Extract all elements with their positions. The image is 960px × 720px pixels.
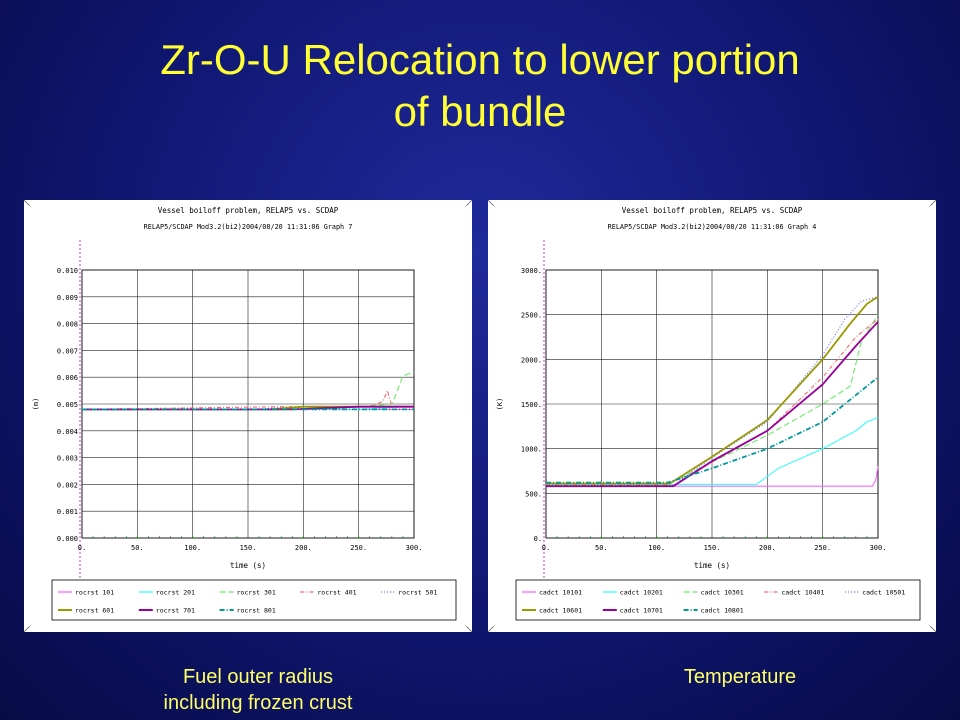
temperature-caption: Temperature — [683, 666, 797, 688]
radius-caption-line-2: including frozen crust — [163, 692, 353, 714]
y-tick-label: 0.006 — [57, 374, 78, 382]
legend-label: rocrst 101 — [75, 589, 114, 597]
corner-mark — [929, 625, 936, 632]
temperature-chart-panel: Vessel boiloff problem, RELAP5 vs. SCDAP… — [488, 200, 936, 632]
y-tick-label: 0.005 — [57, 401, 78, 409]
legend-box — [515, 579, 921, 621]
plot-frame — [81, 269, 415, 539]
legend-label: cadct 10601 — [539, 607, 582, 615]
y-tick-label: 1000. — [521, 446, 542, 454]
y-tick-label: 0.007 — [57, 347, 78, 355]
y-tick-label: 0.009 — [57, 294, 78, 302]
radius-caption: Fuel outer radius including frozen crust — [98, 664, 418, 716]
y-tick-label: 0. — [534, 535, 542, 543]
corner-mark — [929, 200, 936, 207]
legend-label: rocrst 701 — [156, 607, 195, 615]
corner-mark — [24, 200, 31, 207]
y-tick-label: 0.002 — [57, 481, 78, 489]
plot-frame — [545, 269, 879, 539]
x-tick-label: 250. — [814, 544, 831, 552]
corner-mark — [24, 625, 31, 632]
x-axis-label: time (s) — [694, 561, 730, 570]
chart-title: Vessel boiloff problem, RELAP5 vs. SCDAP — [158, 206, 339, 215]
y-axis-label: (m) — [32, 398, 40, 411]
x-axis-label: time (s) — [230, 561, 266, 570]
legend-label: rocrst 201 — [156, 589, 195, 597]
y-tick-label: 2500. — [521, 312, 542, 320]
legend-label: cadct 10501 — [862, 589, 905, 597]
legend-label: cadct 10101 — [539, 589, 582, 597]
y-tick-label: 0.010 — [57, 267, 78, 275]
x-tick-label: 0. — [542, 544, 550, 552]
y-tick-label: 0.008 — [57, 321, 78, 329]
series-line-4 — [546, 296, 879, 486]
chart-subtitle: RELAP5/SCDAP Mod3.2(bi2)2004/08/20 11:31… — [608, 223, 817, 231]
x-tick-label: 200. — [759, 544, 776, 552]
legend-label: rocrst 301 — [237, 589, 276, 597]
y-tick-label: 3000. — [521, 267, 542, 275]
legend-label: rocrst 801 — [237, 607, 276, 615]
series-line-1 — [546, 416, 879, 485]
y-tick-label: 0.001 — [57, 508, 78, 516]
radius-chart-panel: Vessel boiloff problem, RELAP5 vs. SCDAP… — [24, 200, 472, 632]
series-line-6 — [82, 405, 414, 411]
x-tick-label: 100. — [184, 544, 201, 552]
slide-title: Zr-O-U Relocation to lower portion of bu… — [40, 34, 920, 138]
x-tick-label: 100. — [648, 544, 665, 552]
y-tick-label: 0.003 — [57, 455, 78, 463]
legend-label: rocrst 401 — [317, 589, 356, 597]
y-tick-label: 2000. — [521, 356, 542, 364]
y-tick-label: 500. — [525, 490, 542, 498]
radius-caption-line-1: Fuel outer radius — [182, 666, 334, 688]
legend-label: cadct 10701 — [620, 607, 663, 615]
legend-label: rocrst 601 — [75, 607, 114, 615]
legend-label: cadct 10301 — [701, 589, 744, 597]
x-tick-label: 300. — [406, 544, 423, 552]
y-tick-label: 0.000 — [57, 535, 78, 543]
x-tick-label: 50. — [131, 544, 144, 552]
legend-box — [51, 579, 457, 621]
corner-mark — [488, 625, 495, 632]
temperature-chart: Vessel boiloff problem, RELAP5 vs. SCDAP… — [488, 200, 936, 632]
radius-chart: Vessel boiloff problem, RELAP5 vs. SCDAP… — [24, 200, 472, 632]
corner-mark — [465, 625, 472, 632]
corner-mark — [465, 200, 472, 207]
legend-label: cadct 10801 — [701, 607, 744, 615]
legend-label: rocrst 501 — [398, 589, 437, 597]
x-tick-label: 300. — [870, 544, 887, 552]
y-tick-label: 0.004 — [57, 428, 78, 436]
series-line-6 — [546, 321, 879, 488]
chart-title: Vessel boiloff problem, RELAP5 vs. SCDAP — [622, 206, 803, 215]
slide-title-line-1: Zr-O-U Relocation to lower portion — [160, 36, 800, 83]
slide-title-line-2: of bundle — [393, 88, 567, 135]
x-tick-label: 0. — [78, 544, 86, 552]
x-tick-label: 250. — [350, 544, 367, 552]
x-tick-label: 200. — [295, 544, 312, 552]
series-line-7 — [546, 376, 879, 484]
x-tick-label: 50. — [595, 544, 608, 552]
x-tick-label: 150. — [704, 544, 721, 552]
chart-subtitle: RELAP5/SCDAP Mod3.2(bi2)2004/08/20 11:31… — [144, 223, 353, 231]
legend-label: cadct 10401 — [781, 589, 824, 597]
legend-label: cadct 10201 — [620, 589, 663, 597]
x-tick-label: 150. — [240, 544, 257, 552]
y-tick-label: 1500. — [521, 401, 542, 409]
series-line-3 — [81, 388, 393, 410]
corner-mark — [488, 200, 495, 207]
y-axis-label: (K) — [496, 398, 504, 411]
